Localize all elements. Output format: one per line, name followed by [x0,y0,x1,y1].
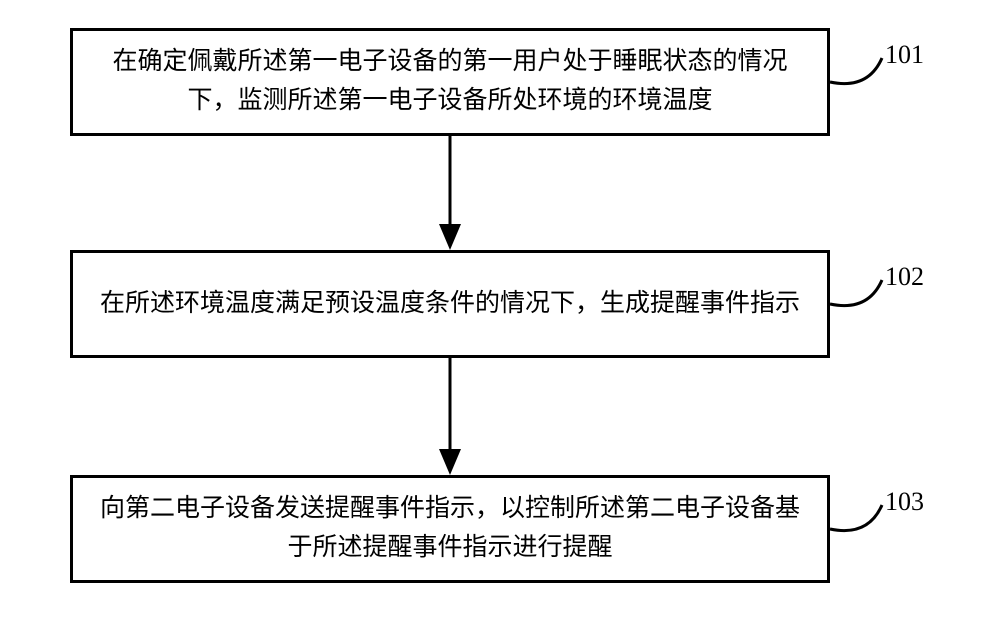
label-connector-3 [0,0,1000,637]
flowchart-canvas: 在确定佩戴所述第一电子设备的第一用户处于睡眠状态的情况下，监测所述第一电子设备所… [0,0,1000,637]
